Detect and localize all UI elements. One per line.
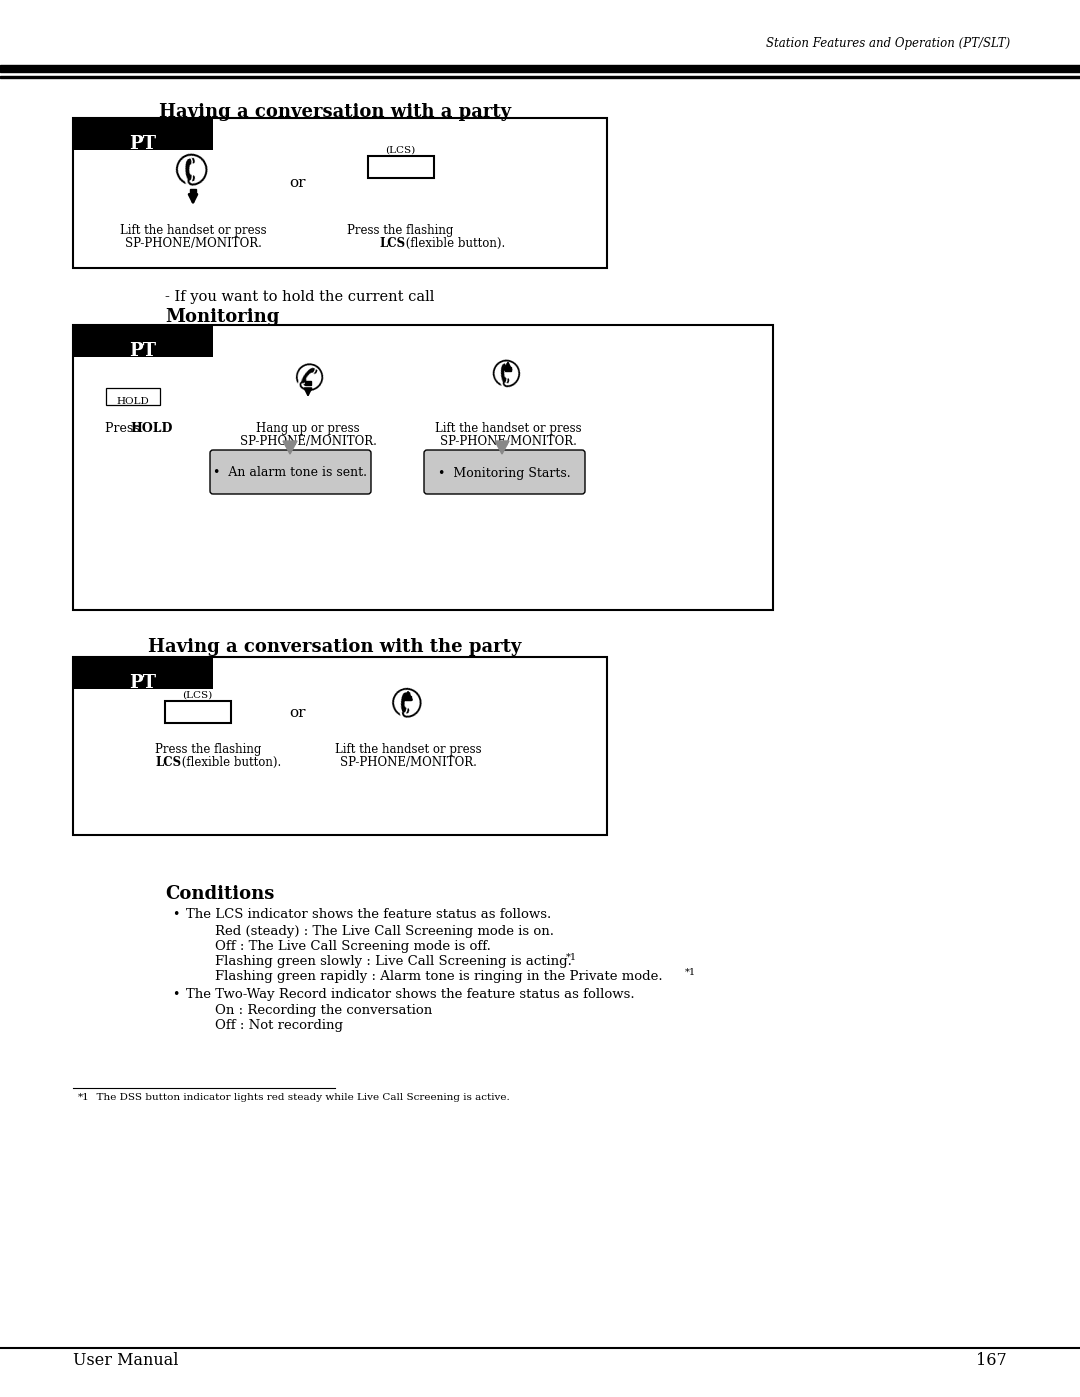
Text: Station Features and Operation (PT/SLT): Station Features and Operation (PT/SLT) (766, 36, 1010, 50)
Text: Hang up or press: Hang up or press (256, 422, 360, 434)
Text: Having a conversation with the party: Having a conversation with the party (148, 638, 522, 657)
Polygon shape (283, 441, 297, 454)
Text: (LCS): (LCS) (181, 692, 212, 700)
Bar (368, 156, 434, 177)
Text: SP-PHONE/MONITOR.: SP-PHONE/MONITOR. (240, 434, 377, 448)
Text: •  Monitoring Starts.: • Monitoring Starts. (437, 467, 570, 479)
Text: HOLD: HOLD (117, 397, 149, 407)
Bar (405, 696, 411, 700)
Text: Off : Not recording: Off : Not recording (215, 1018, 343, 1032)
Bar (73, 326, 213, 358)
Text: PT: PT (130, 342, 157, 360)
Text: On : Recording the conversation: On : Recording the conversation (215, 1004, 432, 1017)
Text: LCS: LCS (379, 237, 405, 250)
Text: PT: PT (130, 673, 157, 692)
Text: Conditions: Conditions (165, 886, 274, 902)
Text: *1: *1 (685, 968, 697, 977)
Text: Off : The Live Call Screening mode is off.: Off : The Live Call Screening mode is of… (215, 940, 491, 953)
Text: Having a conversation with a party: Having a conversation with a party (159, 103, 511, 122)
Text: SP-PHONE/MONITOR.: SP-PHONE/MONITOR. (339, 756, 476, 768)
Text: LCS: LCS (156, 756, 181, 768)
Text: or: or (289, 176, 307, 190)
Text: Lift the handset or press: Lift the handset or press (120, 224, 267, 237)
Text: .: . (158, 422, 162, 434)
Bar (73, 117, 213, 149)
Text: •: • (172, 908, 179, 921)
Bar (73, 326, 773, 610)
Text: PT: PT (130, 136, 157, 154)
Polygon shape (495, 441, 509, 454)
Text: Press the flashing: Press the flashing (156, 743, 265, 756)
Bar (73, 117, 607, 268)
Bar (190, 189, 195, 194)
Text: Press the flashing: Press the flashing (347, 224, 454, 237)
Bar (106, 388, 160, 405)
Text: HOLD: HOLD (130, 422, 173, 434)
Text: *1: *1 (566, 953, 577, 963)
Text: Red (steady) : The Live Call Screening mode is on.: Red (steady) : The Live Call Screening m… (215, 925, 554, 937)
Text: The DSS button indicator lights red steady while Live Call Screening is active.: The DSS button indicator lights red stea… (90, 1092, 510, 1102)
Bar (165, 701, 231, 724)
Text: •  An alarm tone is sent.: • An alarm tone is sent. (213, 467, 367, 479)
Text: SP-PHONE/MONITOR.: SP-PHONE/MONITOR. (124, 237, 261, 250)
Text: or: or (289, 705, 307, 719)
Text: The LCS indicator shows the feature status as follows.: The LCS indicator shows the feature stat… (186, 908, 551, 921)
Bar (305, 381, 311, 386)
Text: (LCS): (LCS) (384, 147, 415, 155)
Text: ✆: ✆ (487, 355, 529, 398)
Text: ✆: ✆ (289, 359, 327, 401)
Text: Flashing green rapidly : Alarm tone is ringing in the Private mode.: Flashing green rapidly : Alarm tone is r… (215, 970, 663, 983)
Text: •: • (172, 988, 179, 1002)
Bar (73, 657, 607, 835)
Text: ✆: ✆ (387, 682, 430, 728)
FancyBboxPatch shape (210, 450, 372, 495)
Text: Press: Press (105, 422, 144, 434)
Bar (73, 657, 213, 689)
Text: User Manual: User Manual (73, 1352, 178, 1369)
Bar (0, 66, 1080, 73)
Text: Monitoring: Monitoring (165, 307, 280, 326)
Text: The Two-Way Record indicator shows the feature status as follows.: The Two-Way Record indicator shows the f… (186, 988, 635, 1002)
Text: Lift the handset or press: Lift the handset or press (434, 422, 581, 434)
Text: (flexible button).: (flexible button). (402, 237, 505, 250)
Text: Lift the handset or press: Lift the handset or press (335, 743, 482, 756)
Text: *1: *1 (78, 1092, 90, 1102)
FancyBboxPatch shape (424, 450, 585, 495)
Bar (0, 75, 1080, 78)
Bar (505, 367, 511, 372)
Text: (flexible button).: (flexible button). (178, 756, 281, 768)
Text: SP-PHONE/MONITOR.: SP-PHONE/MONITOR. (440, 434, 577, 448)
Text: Flashing green slowly : Live Call Screening is acting.: Flashing green slowly : Live Call Screen… (215, 956, 572, 968)
Text: 167: 167 (976, 1352, 1007, 1369)
Text: - If you want to hold the current call: - If you want to hold the current call (165, 291, 434, 305)
Text: ✆: ✆ (168, 145, 218, 198)
